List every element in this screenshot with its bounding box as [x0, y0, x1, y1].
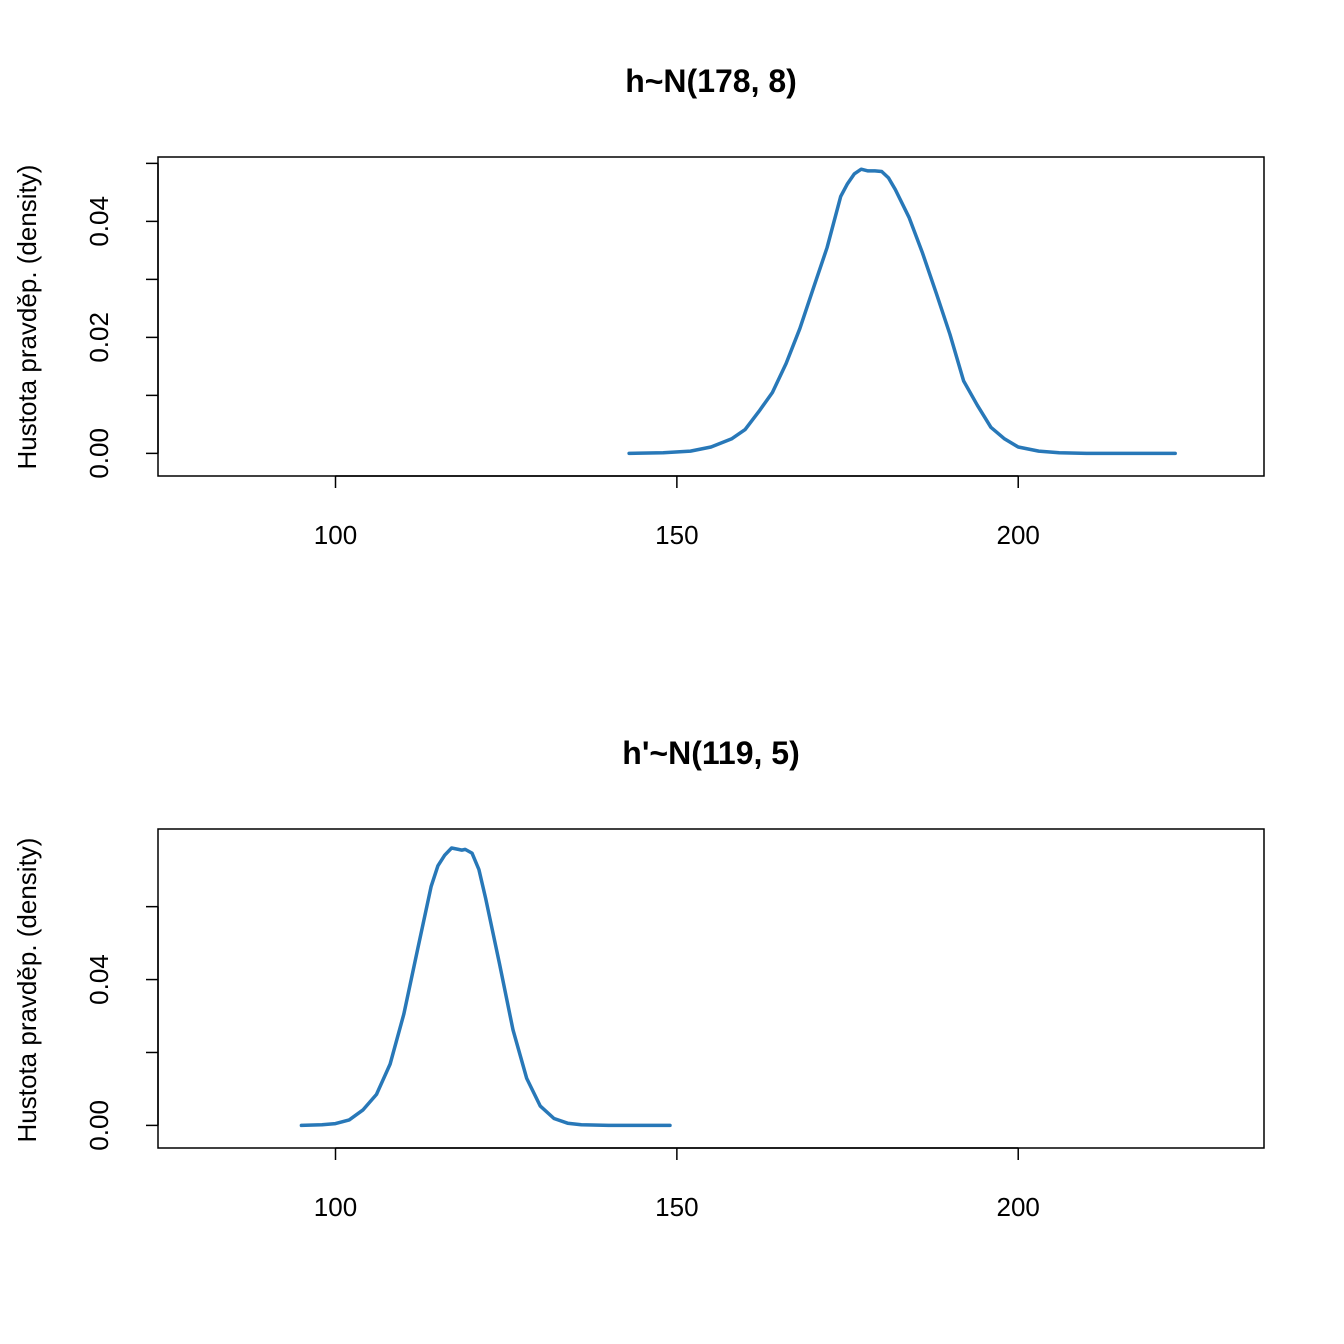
y-tick-label: 0.02: [84, 312, 114, 363]
y-axis-2: 0.00 0.04: [84, 905, 159, 1151]
y-axis-1: 0.00 0.02 0.04: [84, 162, 159, 479]
x-tick-label: 100: [314, 1192, 357, 1222]
x-axis-2: 100 150 200: [314, 1147, 1040, 1222]
density-curve: [627, 167, 1177, 456]
y-axis-label-1: Hustota pravděp. (density): [12, 165, 42, 470]
x-tick-label: 200: [997, 1192, 1040, 1222]
chart-panel-1: h~N(178, 8) Hustota pravděp. (density) 1…: [12, 63, 1265, 550]
series-group-2: [299, 846, 672, 1128]
chart-title-2: h'~N(119, 5): [622, 735, 799, 771]
y-tick-label: 0.00: [84, 428, 114, 479]
y-axis-label-2: Hustota pravděp. (density): [12, 838, 42, 1143]
y-tick-label: 0.04: [84, 196, 114, 247]
x-tick-label: 150: [655, 1192, 698, 1222]
y-tick-label: 0.00: [84, 1100, 114, 1151]
density-curve: [299, 846, 672, 1128]
series-group-1: [627, 167, 1177, 456]
x-tick-label: 200: [997, 520, 1040, 550]
x-tick-label: 150: [655, 520, 698, 550]
chart-title-1: h~N(178, 8): [625, 63, 797, 99]
chart-panel-2: h'~N(119, 5) Hustota pravděp. (density) …: [12, 735, 1265, 1222]
y-tick-label: 0.04: [84, 954, 114, 1005]
x-tick-label: 100: [314, 520, 357, 550]
x-axis-1: 100 150 200: [314, 475, 1040, 550]
